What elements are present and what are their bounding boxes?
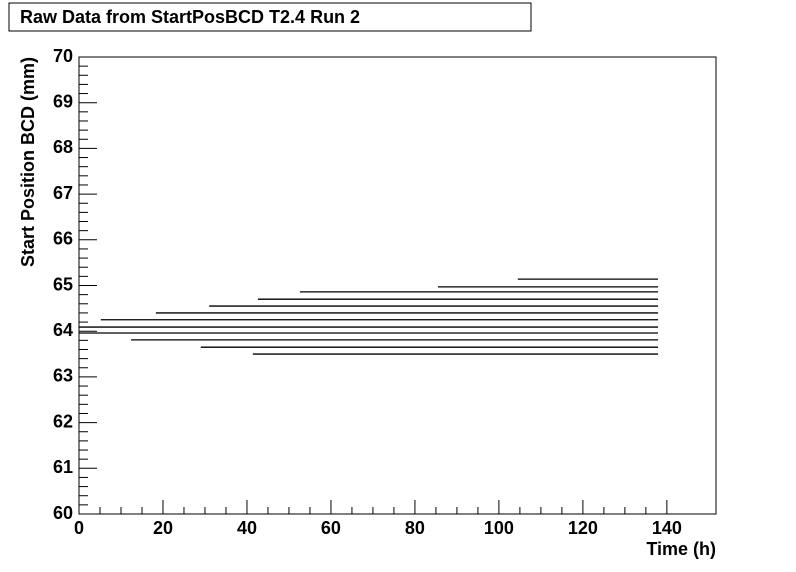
x-tick-label: 120 [568, 518, 598, 538]
y-tick-label: 66 [53, 229, 73, 249]
y-tick-label: 62 [53, 411, 73, 431]
y-tick-label: 61 [53, 457, 73, 477]
x-tick-label: 20 [153, 518, 173, 538]
x-tick-label: 140 [652, 518, 682, 538]
y-tick-label: 67 [53, 183, 73, 203]
x-axis-label: Time (h) [646, 539, 716, 559]
chart-title: Raw Data from StartPosBCD T2.4 Run 2 [20, 7, 360, 27]
plot-frame [78, 56, 717, 515]
y-tick-label: 68 [53, 137, 73, 157]
y-tick-label: 70 [53, 46, 73, 66]
x-tick-label: 60 [321, 518, 341, 538]
y-tick-label: 60 [53, 503, 73, 523]
x-tick-label: 80 [405, 518, 425, 538]
y-tick-label: 63 [53, 366, 73, 386]
x-tick-label: 0 [74, 518, 84, 538]
x-tick-label: 100 [484, 518, 514, 538]
y-tick-label: 64 [53, 320, 73, 340]
x-tick-label: 40 [237, 518, 257, 538]
title-box [8, 2, 532, 32]
y-tick-label: 69 [53, 91, 73, 111]
y-tick-label: 65 [53, 274, 73, 294]
y-axis-label: Start Position BCD (mm) [18, 57, 38, 267]
